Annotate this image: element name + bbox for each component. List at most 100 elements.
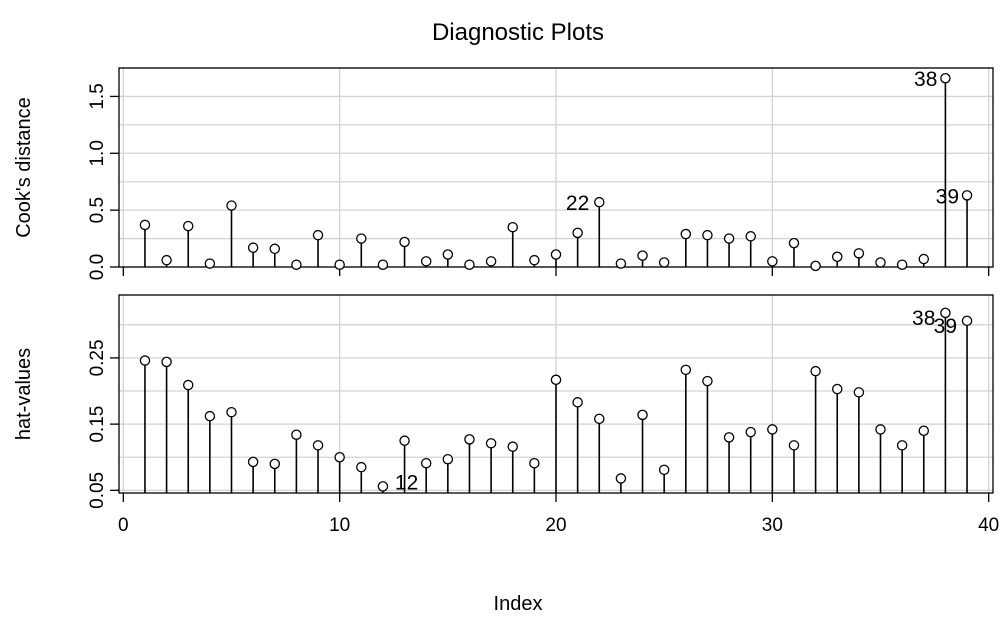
data-point: [572, 397, 583, 408]
data-point: [139, 219, 151, 231]
data-point: [334, 451, 345, 463]
data-point: [961, 315, 973, 327]
data-point: [788, 237, 800, 249]
data-point: [334, 259, 345, 270]
y-tick-label: 0.0: [87, 254, 108, 280]
x-tick-label: 0: [118, 515, 129, 536]
data-point: [420, 256, 432, 267]
data-point: [745, 231, 756, 242]
data-point: [529, 457, 540, 469]
data-point: [853, 248, 865, 259]
x-tick-label: 10: [329, 515, 350, 536]
point-annotation: 22: [566, 192, 589, 215]
data-point: [529, 254, 540, 266]
data-point: [507, 441, 518, 452]
y-axis-label: hat-values: [13, 348, 35, 440]
data-point: [896, 259, 908, 270]
data-point: [377, 259, 389, 270]
data-point: [182, 379, 194, 391]
data-point: [291, 429, 302, 440]
data-point: [767, 424, 778, 435]
chart-title: Diagnostic Plots: [432, 19, 604, 46]
data-point: [918, 425, 930, 437]
data-point: [485, 256, 497, 267]
data-point: [637, 250, 648, 261]
x-axis-label: Index: [494, 593, 543, 615]
point-annotation: 38: [914, 68, 937, 91]
data-point: [723, 233, 735, 244]
data-point: [507, 221, 518, 233]
point-annotation: 39: [934, 315, 957, 338]
data-point: [723, 432, 735, 443]
data-point: [594, 196, 605, 208]
data-point: [940, 307, 951, 319]
data-point: [702, 229, 713, 241]
data-point: [420, 457, 432, 469]
data-point: [377, 481, 389, 492]
data-point: [161, 254, 172, 266]
data-point: [485, 438, 497, 449]
data-point: [615, 258, 627, 269]
data-point: [226, 406, 237, 418]
y-tick-label: 0.15: [87, 406, 108, 443]
data-point: [269, 458, 281, 470]
data-point: [550, 249, 562, 260]
data-point: [767, 256, 778, 267]
data-point: [399, 236, 410, 248]
data-point: [961, 190, 973, 201]
data-point: [550, 374, 562, 386]
data-point: [810, 365, 821, 377]
data-point: [464, 259, 475, 270]
data-point: [745, 426, 756, 438]
y-tick-label: 1.0: [87, 140, 108, 166]
y-tick-label: 0.05: [87, 472, 108, 509]
data-point: [139, 355, 151, 366]
x-tick-label: 20: [545, 515, 566, 536]
data-point: [399, 435, 410, 446]
data-point: [269, 243, 281, 255]
data-point: [875, 424, 886, 435]
y-tick-label: 1.5: [87, 83, 108, 109]
point-annotation: 39: [936, 185, 959, 208]
data-point: [940, 72, 951, 84]
data-point: [442, 249, 454, 260]
data-point: [594, 413, 605, 425]
data-point: [464, 434, 475, 445]
data-point: [247, 456, 259, 468]
x-tick-label: 30: [762, 515, 783, 536]
data-point: [312, 229, 324, 241]
data-point: [637, 409, 648, 421]
point-annotation: 12: [395, 471, 418, 494]
data-point: [831, 251, 843, 263]
data-point: [810, 260, 821, 272]
data-point: [572, 227, 583, 239]
y-tick-label: 0.25: [87, 339, 108, 376]
data-point: [161, 356, 172, 368]
data-point: [204, 258, 216, 269]
data-point: [680, 364, 692, 376]
data-point: [226, 200, 237, 211]
y-tick-label: 0.5: [87, 197, 108, 223]
data-point: [615, 473, 627, 484]
point-annotation: 38: [912, 307, 935, 330]
data-point: [680, 228, 692, 240]
data-point: [918, 253, 930, 265]
data-point: [356, 233, 367, 244]
data-point: [204, 410, 216, 422]
data-point: [875, 257, 886, 268]
data-point: [702, 375, 713, 387]
cooks-distance-panel: 0.0 0.5 1.0 1.5 Cook's distance 38 39 22: [13, 67, 994, 280]
data-point: [896, 440, 908, 451]
data-point: [788, 440, 800, 451]
data-point: [831, 383, 843, 395]
data-point: [247, 242, 259, 253]
data-point: [291, 259, 302, 270]
x-tick-label: 40: [978, 515, 999, 536]
data-point: [182, 220, 194, 232]
data-point: [312, 440, 324, 451]
y-axis-label: Cook's distance: [13, 97, 35, 238]
data-point: [356, 461, 367, 473]
